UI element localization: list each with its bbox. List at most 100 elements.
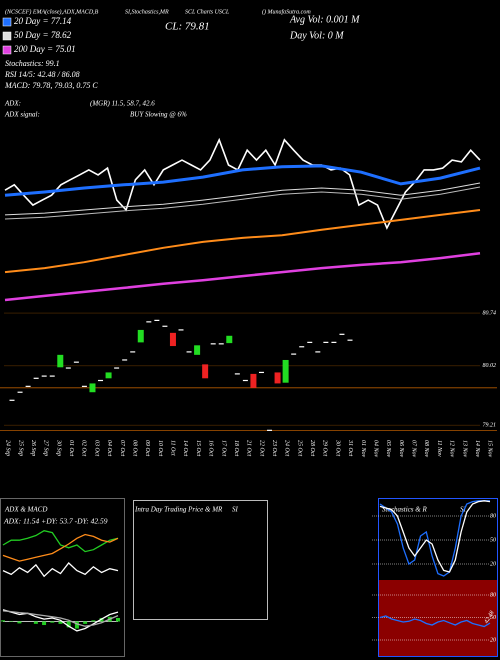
- header-text: SI,Stochastics,MR: [125, 9, 169, 15]
- series-line: [379, 500, 491, 573]
- histogram-bar: [42, 621, 47, 626]
- date-label: 14 Nov: [474, 440, 481, 458]
- candle: [282, 359, 289, 383]
- candle: [250, 373, 257, 388]
- y-tick-label: 20: [490, 561, 496, 567]
- date-label: 03 Oct: [93, 440, 99, 456]
- date-label: 08 Nov: [423, 440, 429, 458]
- y-tick-label: 80.74: [483, 309, 497, 316]
- date-label: 10 Oct: [157, 440, 163, 456]
- panel-title: Stochastics & R: [382, 506, 427, 514]
- legend-swatch: [2, 45, 12, 55]
- date-label: 01 Nov: [360, 440, 366, 458]
- series-line: [4, 137, 481, 230]
- date-label: 31 Oct: [347, 439, 353, 456]
- date-label: 16 Oct: [208, 440, 214, 456]
- date-label: 26 Sep: [30, 440, 36, 456]
- date-label: 21 Oct: [246, 440, 252, 456]
- histogram-bar: [50, 621, 55, 623]
- candle: [226, 335, 233, 344]
- date-label: 11 Oct: [170, 440, 176, 456]
- date-label: 22 Oct: [258, 440, 264, 456]
- candle: [137, 329, 144, 343]
- date-label: 23 Oct: [271, 440, 277, 456]
- date-label: 30 Oct: [334, 439, 340, 456]
- date-label: 15 Oct: [195, 440, 201, 456]
- panel-title-end: SI: [232, 506, 239, 514]
- legend-swatch: [2, 17, 12, 27]
- header-text: SCL Charts USCL: [185, 9, 230, 15]
- date-label: 06 Nov: [398, 440, 404, 458]
- legend-label: 200 Day = 75.01: [14, 44, 76, 54]
- candle: [194, 345, 201, 355]
- histogram-bar: [91, 620, 96, 622]
- header-text: (NCSCEF) EMA(close),ADX,MACD,B: [5, 8, 99, 15]
- series-line: [4, 164, 481, 197]
- y-tick-label: 20: [490, 637, 496, 643]
- series-line: [4, 186, 481, 220]
- date-label: 27 Sep: [43, 440, 49, 456]
- panel-subtitle: ADX: 11.54 +DY: 53.7 -DY: 42.59: [3, 517, 108, 526]
- header-text: (MGR) 11.5, 58.7, 42.6: [90, 100, 155, 108]
- candle: [89, 383, 96, 393]
- date-label: 05 Nov: [385, 440, 391, 458]
- date-label: 14 Oct: [182, 440, 189, 456]
- histogram-bar: [58, 621, 63, 624]
- date-label: 04 Oct: [106, 440, 113, 456]
- panel-title: Intra Day Trading Price & MR: [134, 506, 223, 514]
- histogram-bar: [33, 621, 38, 624]
- header-text: ADX:: [4, 100, 21, 108]
- date-label: 13 Nov: [461, 440, 467, 458]
- rsi-panel: [378, 580, 498, 657]
- series-line: [4, 182, 481, 216]
- date-label: 25 Oct: [296, 440, 302, 456]
- header-text: CL: 79.81: [165, 21, 210, 33]
- date-label: 11 Nov: [436, 440, 442, 457]
- histogram-bar: [1, 620, 5, 622]
- header-text: Avg Vol: 0.001 M: [289, 14, 360, 25]
- header-text: Day Vol: 0 M: [289, 30, 344, 41]
- histogram-bar: [116, 617, 120, 622]
- y-tick-label: 50: [490, 615, 496, 621]
- candle: [274, 372, 281, 384]
- date-label: 12 Nov: [449, 440, 455, 458]
- y-tick-label: 79.21: [483, 423, 497, 429]
- date-label: 24 Sep: [5, 440, 12, 456]
- candle: [202, 364, 209, 379]
- candle: [105, 372, 112, 379]
- y-tick-label: 80: [490, 513, 496, 519]
- header-text: RSI 14/5: 42.48 / 86.08: [4, 70, 80, 79]
- histogram-bar: [17, 621, 22, 624]
- series-line: [379, 615, 491, 628]
- date-label: 28 Oct: [309, 440, 315, 456]
- y-tick-label: 80: [490, 592, 496, 598]
- header-text: BUY Slowing @ 6%: [130, 111, 187, 119]
- date-label: 09 Oct: [144, 440, 150, 456]
- candle: [169, 332, 176, 347]
- panel-title-end: SI: [460, 506, 467, 514]
- date-label: 08 Oct: [131, 440, 137, 456]
- date-label: 30 Sep: [55, 439, 61, 456]
- header-text: ADX signal:: [4, 111, 40, 119]
- date-label: 04 Nov: [372, 440, 379, 458]
- histogram-bar: [83, 621, 88, 624]
- date-label: 24 Oct: [284, 440, 291, 456]
- panel-title: ADX & MACD: [4, 506, 47, 514]
- legend-label: 20 Day = 77.14: [14, 16, 72, 26]
- series-line: [2, 610, 119, 627]
- histogram-bar: [74, 621, 79, 629]
- candle: [57, 354, 64, 368]
- date-label: 29 Oct: [322, 440, 328, 456]
- date-label: 25 Sep: [17, 440, 23, 456]
- series-line: [2, 530, 119, 553]
- date-label: 18 Oct: [233, 440, 239, 456]
- series-line: [379, 500, 490, 577]
- subtitle-box: [2, 516, 122, 528]
- legend-label: 50 Day = 78.62: [14, 30, 72, 40]
- series-line: [2, 562, 119, 578]
- histogram-bar: [66, 621, 71, 628]
- date-label: 17 Oct: [220, 440, 226, 456]
- date-label: 02 Oct: [81, 440, 87, 456]
- series-line: [4, 251, 481, 302]
